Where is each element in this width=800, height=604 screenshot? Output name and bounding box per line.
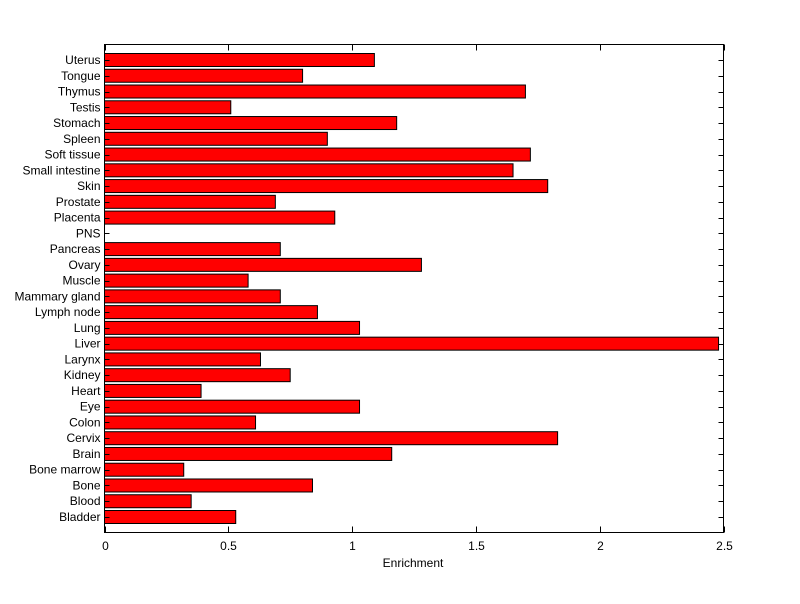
- bar-stomach: [104, 116, 398, 131]
- bar-muscle: [104, 273, 249, 288]
- y-tick-label: Ovary: [68, 258, 100, 272]
- bar-prostate: [104, 194, 276, 209]
- y-tick-label: Tongue: [61, 69, 101, 83]
- bar-pancreas: [104, 242, 281, 257]
- y-tick-label: PNS: [76, 226, 101, 240]
- bar-liver: [104, 336, 720, 351]
- x-tick-label: 1.5: [468, 539, 485, 553]
- bar-lung: [104, 320, 361, 335]
- y-tick-label: Blood: [70, 494, 101, 508]
- y-tick-label: Mammary gland: [14, 289, 100, 303]
- bar-skin: [104, 179, 549, 194]
- y-tick-label: Eye: [80, 400, 101, 414]
- bar-tongue: [104, 68, 304, 83]
- bars: [104, 53, 720, 524]
- bar-testis: [104, 100, 232, 115]
- y-tick-label: Lung: [74, 321, 101, 335]
- bar-cervix: [104, 431, 559, 446]
- y-tick-label: Brain: [72, 447, 100, 461]
- bar-small-intestine: [104, 163, 514, 178]
- y-tick-label: Pancreas: [50, 242, 101, 256]
- y-tick-label: Bladder: [59, 510, 100, 524]
- bar-placenta: [104, 210, 336, 225]
- bar-brain: [104, 446, 393, 461]
- y-tick-label: Skin: [77, 179, 100, 193]
- bar-mammary-gland: [104, 289, 281, 304]
- bar-bladder: [104, 510, 237, 524]
- y-tick-label: Lymph node: [35, 305, 101, 319]
- x-axis-ticks: 0 0.5 1 1.5 2 2.5: [102, 44, 733, 553]
- bar-thymus: [104, 84, 526, 99]
- bar-blood: [104, 494, 192, 509]
- y-tick-label: Uterus: [65, 53, 100, 67]
- bar-soft-tissue: [104, 147, 531, 162]
- y-tick-label: Bone: [72, 478, 100, 492]
- bar-kidney: [104, 368, 291, 383]
- x-axis-label: Enrichment: [383, 556, 444, 570]
- bar-eye: [104, 399, 361, 414]
- y-tick-label: Spleen: [63, 132, 100, 146]
- y-tick-label: Testis: [70, 100, 101, 114]
- bar-colon: [104, 415, 257, 430]
- y-tick-label: Bone marrow: [29, 463, 101, 477]
- bar-ovary: [104, 257, 422, 272]
- y-tick-label: Cervix: [66, 431, 100, 445]
- y-tick-label: Prostate: [56, 195, 101, 209]
- bar-larynx: [104, 352, 261, 367]
- y-tick-label: Stomach: [53, 116, 100, 130]
- plot-frame: [104, 44, 724, 533]
- y-tick-label: Muscle: [62, 274, 100, 288]
- y-tick-label: Kidney: [64, 368, 101, 382]
- x-tick-label: 2.5: [716, 539, 733, 553]
- y-tick-label: Heart: [71, 384, 101, 398]
- x-tick-label: 0.5: [220, 539, 237, 553]
- bar-lymph-node: [104, 305, 318, 320]
- y-tick-label: Larynx: [64, 352, 100, 366]
- bar-bone: [104, 478, 313, 493]
- bar-bone-marrow: [104, 462, 185, 477]
- x-tick-label: 0: [102, 539, 109, 553]
- bar-spleen: [104, 131, 328, 146]
- y-tick-label: Thymus: [58, 85, 101, 99]
- bar-uterus: [104, 53, 375, 67]
- y-tick-label: Soft tissue: [44, 148, 100, 162]
- y-tick-label: Liver: [74, 337, 100, 351]
- bar-heart: [104, 383, 202, 398]
- y-tick-label: Small intestine: [22, 163, 100, 177]
- x-tick-label: 2: [597, 539, 604, 553]
- y-tick-label: Colon: [69, 415, 100, 429]
- y-tick-label: Placenta: [54, 211, 101, 225]
- x-tick-label: 1: [349, 539, 356, 553]
